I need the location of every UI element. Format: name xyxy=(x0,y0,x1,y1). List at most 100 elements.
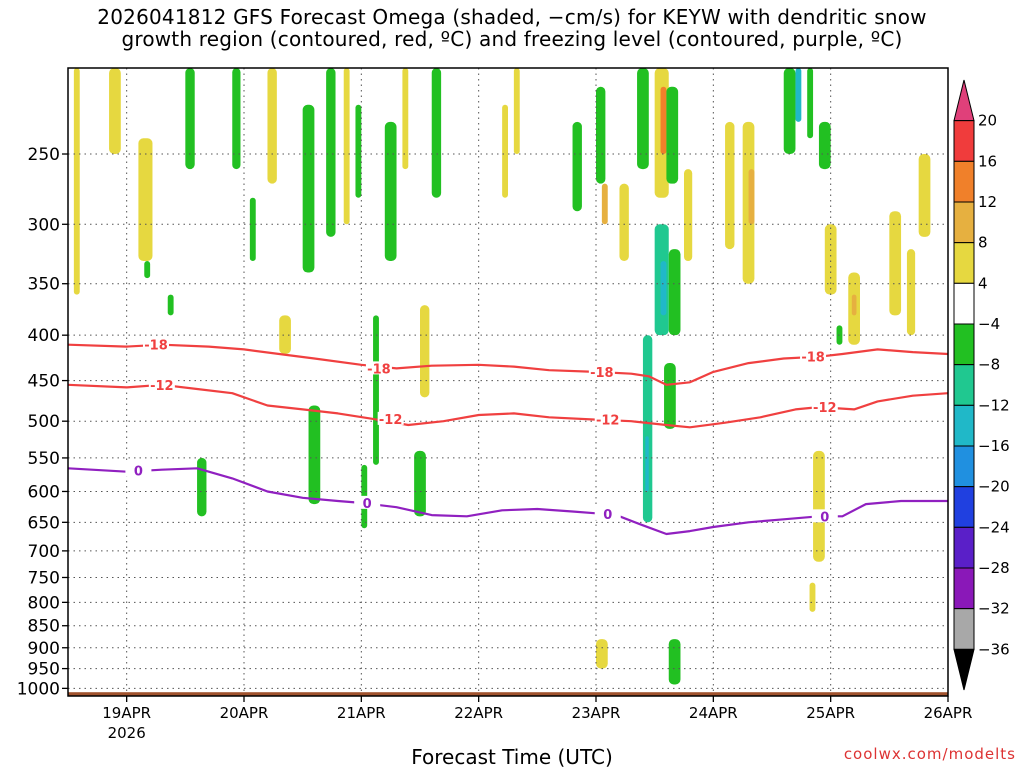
colorbar-top-arrow xyxy=(953,79,975,122)
colorbar-label: −20 xyxy=(978,478,1010,496)
contour-label: -12 xyxy=(596,414,620,429)
colorbar-label: −24 xyxy=(978,518,1010,536)
omega-cell xyxy=(249,197,256,262)
colorbar-label: −8 xyxy=(978,356,1000,374)
omega-cell xyxy=(813,450,825,562)
contour-line xyxy=(67,467,948,536)
colorbar-segment xyxy=(953,364,975,406)
contour-label: -12 xyxy=(150,379,174,394)
omega-cell xyxy=(783,68,796,155)
omega-cell xyxy=(596,639,608,669)
omega-cell xyxy=(584,68,594,139)
contour-label: -18 xyxy=(367,362,391,377)
chart-title: 2026041812 GFS Forecast Omega (shaded, −… xyxy=(0,6,1024,50)
omega-cell xyxy=(326,68,336,237)
omega-cell xyxy=(684,169,693,262)
colorbar-segment xyxy=(953,120,975,162)
x-tick-label: 26APR xyxy=(924,704,973,722)
omega-cell xyxy=(232,68,241,170)
colorbar: 20 16 12 8 4 −4 −8 −12 −16 −20 −24 −28 −32 −36 xyxy=(953,79,1010,691)
contour-label-bg xyxy=(377,411,404,425)
y-tick-label: 850 xyxy=(28,617,60,637)
y-tick-label: 600 xyxy=(28,482,60,502)
y-tick-label: 950 xyxy=(28,660,60,680)
omega-cell xyxy=(167,294,174,316)
omega-cell xyxy=(668,639,681,685)
x-axis: 19APR 20APR 21APR 22APR 23APR 24APR 25APR 26APR… xyxy=(102,696,972,742)
y-tick-label: 750 xyxy=(28,568,60,588)
omega-cell xyxy=(431,68,442,198)
x-tick-label: 25APR xyxy=(806,704,855,722)
colorbar-segment xyxy=(953,567,975,610)
contour-label-bg xyxy=(143,337,169,351)
contour-label: -18 xyxy=(144,339,168,354)
colorbar-bottom-arrow xyxy=(953,648,975,691)
colorbar-label: −16 xyxy=(978,437,1010,455)
contour-label-bg xyxy=(354,495,381,509)
contour-label-bg xyxy=(365,361,392,375)
contour-label: -18 xyxy=(590,366,614,381)
omega-cell xyxy=(668,249,681,336)
omega-cell xyxy=(660,261,667,316)
contour-label: 0 xyxy=(603,508,612,523)
omega-cell xyxy=(73,68,80,295)
omega-cell xyxy=(214,104,223,170)
contour-label-bg xyxy=(588,364,615,378)
omega-cell xyxy=(596,86,606,184)
colorbar-segment xyxy=(953,486,975,528)
y-tick-label: 400 xyxy=(28,326,60,346)
colorbar-label: 12 xyxy=(978,193,997,211)
x-axis-label: Forecast Time (UTC) xyxy=(411,745,613,769)
omega-cell xyxy=(91,121,101,212)
omega-cell xyxy=(373,315,379,465)
colorbar-segment xyxy=(953,160,975,203)
omega-cell xyxy=(267,68,277,184)
credit-link[interactable]: coolwx.com/modelts xyxy=(843,745,1016,763)
omega-cell xyxy=(725,121,735,250)
y-axis: 2503003504004505005506006507007508008509… xyxy=(17,145,68,699)
x-tick-label: 24APR xyxy=(689,704,738,722)
colorbar-segment xyxy=(953,323,975,366)
contour-label-bg xyxy=(148,377,175,391)
contour-label: 0 xyxy=(134,464,143,479)
x-tick-label: 23APR xyxy=(572,704,621,722)
omega-cell xyxy=(809,582,816,612)
colorbar-label: 16 xyxy=(978,152,997,170)
omega-cell xyxy=(818,121,831,170)
omega-cell xyxy=(664,363,676,429)
omega-cell xyxy=(824,224,837,295)
omega-cell xyxy=(443,86,453,198)
y-tick-label: 300 xyxy=(28,215,60,235)
omega-cell xyxy=(695,68,704,155)
y-tick-label: 900 xyxy=(28,639,60,659)
omega-cell xyxy=(807,68,814,139)
contour-label-bg xyxy=(125,463,152,477)
omega-cell xyxy=(502,104,508,198)
x-tick-label: 19APR xyxy=(102,704,151,722)
colorbar-label: −28 xyxy=(978,559,1010,577)
omega-cell xyxy=(851,294,857,316)
colorbar-segment xyxy=(953,404,975,447)
omega-cell xyxy=(144,261,151,279)
y-tick-label: 1000 xyxy=(17,679,60,699)
colorbar-label: 20 xyxy=(978,112,997,130)
omega-shading-layer xyxy=(73,68,931,685)
y-tick-label: 800 xyxy=(28,593,60,613)
contour-label-bg xyxy=(594,412,621,426)
omega-cell xyxy=(906,249,916,336)
omega-cell xyxy=(414,450,426,517)
omega-cell xyxy=(109,68,121,155)
omega-cell xyxy=(185,68,195,170)
omega-cell xyxy=(889,211,902,316)
omega-cell xyxy=(355,104,362,198)
contour-label-bg xyxy=(800,349,827,363)
colorbar-segment xyxy=(953,526,975,569)
colorbar-label: −4 xyxy=(978,315,1000,333)
plot-frame xyxy=(67,67,949,697)
grid-layer xyxy=(68,68,949,696)
omega-cell xyxy=(660,86,667,155)
y-tick-label: 450 xyxy=(28,372,60,392)
omega-cell xyxy=(384,121,397,262)
colorbar-segment xyxy=(953,201,975,244)
